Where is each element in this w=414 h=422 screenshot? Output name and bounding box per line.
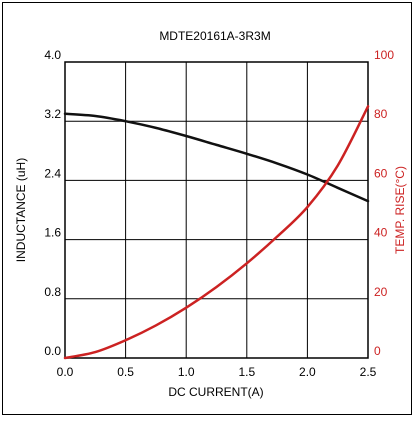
right-tick-label: 0 [374,344,381,358]
x-tick-label: 0.0 [57,365,74,379]
left-tick-label: 2.4 [44,166,61,180]
right-axis-ticks: 0 20 40 60 80 100 [374,48,394,358]
x-axis-label: DC CURRENT(A) [168,385,263,399]
x-axis-ticks: 0.0 0.5 1.0 1.5 2.0 2.5 [57,365,377,379]
x-tick-label: 2.5 [360,365,377,379]
series-group [63,105,370,360]
left-tick-label: 1.6 [44,226,61,240]
left-tick-label: 0.0 [44,344,61,358]
right-tick-label: 40 [374,226,388,240]
left-axis-ticks: 0.0 0.8 1.6 2.4 3.2 4.0 [44,48,61,358]
plot-area-border [64,61,369,359]
temperature-rise-line [63,105,370,360]
right-tick-label: 100 [374,48,394,62]
x-tick-label: 1.5 [238,365,255,379]
x-tick-label: 0.5 [117,365,134,379]
left-axis-label: INDUCTANCE (uH) [14,158,28,262]
chart-title: MDTE20161A-3R3M [159,29,270,43]
left-tick-label: 3.2 [44,107,61,121]
outer-border [2,2,412,415]
right-tick-label: 20 [374,285,388,299]
right-tick-label: 80 [374,107,388,121]
right-tick-label: 60 [374,166,388,180]
left-tick-label: 4.0 [44,48,61,62]
inductance-line [63,112,370,203]
right-axis-label: TEMP. RISE(°C) [393,166,407,254]
x-tick-label: 1.0 [178,365,195,379]
x-tick-label: 2.0 [299,365,316,379]
left-tick-label: 0.8 [44,285,61,299]
